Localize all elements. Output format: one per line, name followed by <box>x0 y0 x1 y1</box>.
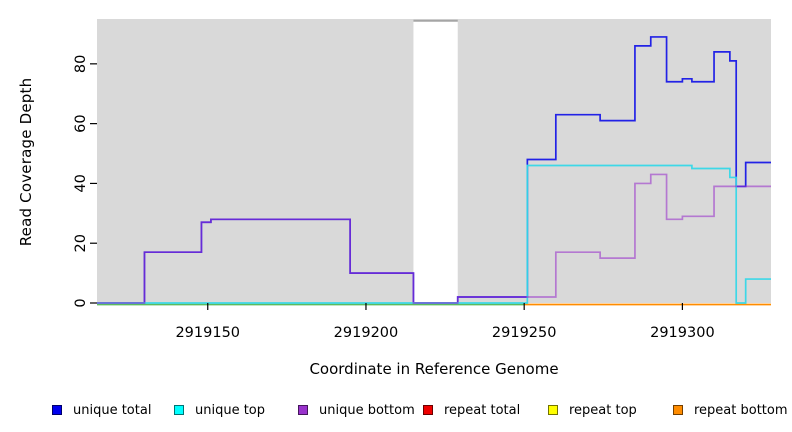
y-tick-label: 40 <box>73 174 89 192</box>
y-tick-label: 0 <box>73 298 89 307</box>
x-tick-label: 2919150 <box>175 325 240 341</box>
legend-label: repeat top <box>569 402 637 418</box>
unique-top-swatch-icon <box>174 405 184 415</box>
legend-label: repeat total <box>444 402 521 418</box>
y-tick-label: 60 <box>73 114 89 132</box>
legend-item-repeat-total: repeat total <box>423 400 520 420</box>
legend-item-repeat-bottom: repeat bottom <box>673 400 788 420</box>
x-axis-title: Coordinate in Reference Genome <box>309 360 559 378</box>
x-tick-label: 2919250 <box>492 325 557 341</box>
y-tick-label: 80 <box>73 55 89 73</box>
y-tick-label: 20 <box>73 234 89 252</box>
x-tick-label: 2919300 <box>650 325 715 341</box>
legend-label: unique top <box>195 402 266 418</box>
legend-label: repeat bottom <box>694 402 788 418</box>
legend-item-unique-total: unique total <box>52 400 151 420</box>
y-axis-title: Read Coverage Depth <box>17 77 35 247</box>
series-unique-top-line <box>97 164 771 304</box>
legend-item-unique-bottom: unique bottom <box>298 400 415 420</box>
legend-item-unique-top: unique top <box>174 400 265 420</box>
legend: unique total unique top unique bottom re… <box>0 400 792 424</box>
x-tick-label: 2919200 <box>334 325 399 341</box>
legend-item-repeat-top: repeat top <box>548 400 637 420</box>
series-unique-bottom-line <box>97 173 771 304</box>
repeat-total-swatch-icon <box>423 405 433 415</box>
unique-total-swatch-icon <box>52 405 62 415</box>
legend-label: unique bottom <box>319 402 415 418</box>
masked-region <box>413 21 458 303</box>
legend-label: unique total <box>73 402 152 418</box>
repeat-top-swatch-icon <box>548 405 558 415</box>
repeat-bottom-swatch-icon <box>673 405 683 415</box>
unique-bottom-swatch-icon <box>298 405 308 415</box>
